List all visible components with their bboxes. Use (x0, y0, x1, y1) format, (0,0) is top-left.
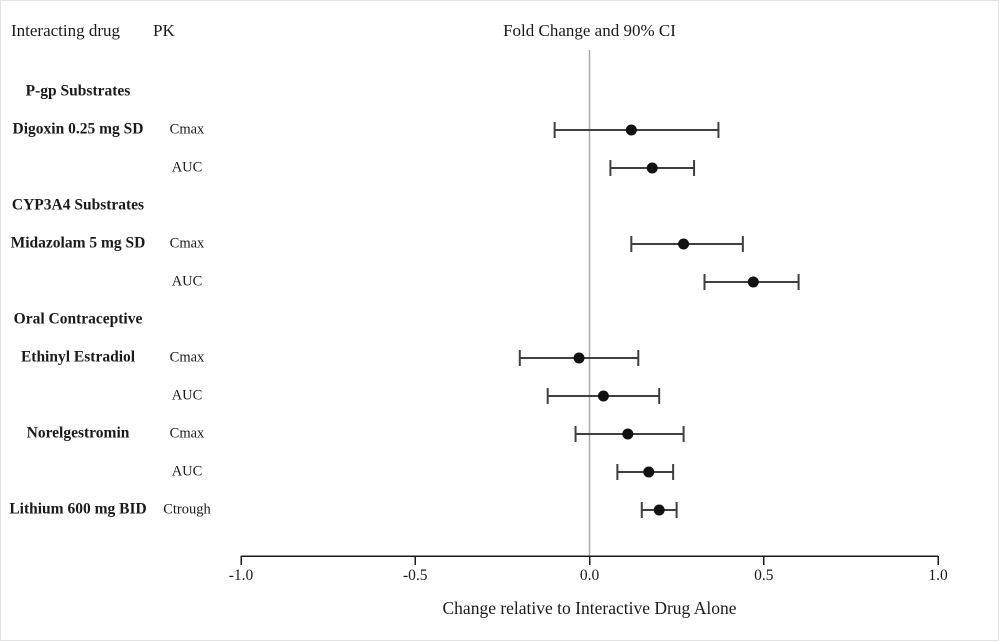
point-estimate-marker (597, 390, 609, 402)
point-estimate-marker (646, 162, 658, 174)
pk-parameter-label: Cmax (170, 121, 205, 137)
drug-label: Norelgestromin (27, 425, 130, 442)
pk-parameter-label: AUC (172, 463, 203, 479)
drug-label: Midazolam 5 mg SD (11, 235, 146, 252)
drug-label: Ethinyl Estradiol (21, 349, 136, 366)
drug-label: Lithium 600 mg BID (9, 501, 146, 518)
drug-label: Digoxin 0.25 mg SD (13, 121, 144, 138)
point-estimate-marker (622, 428, 634, 440)
x-axis-tick-label: 0.0 (580, 567, 600, 584)
x-axis-tick-label: 1.0 (928, 567, 948, 584)
pk-parameter-label: AUC (172, 273, 203, 289)
point-estimate-marker (573, 352, 585, 364)
column-header-interacting-drug: Interacting drug (11, 21, 121, 40)
point-estimate-marker (625, 124, 637, 136)
group-label: Oral Contraceptive (14, 311, 143, 328)
pk-parameter-label: AUC (172, 159, 203, 175)
x-axis-tick-label: 0.5 (754, 567, 774, 584)
point-estimate-marker (678, 238, 690, 250)
point-estimate-marker (653, 504, 665, 516)
chart-title: Fold Change and 90% CI (503, 21, 676, 40)
x-axis-title: Change relative to Interactive Drug Alon… (442, 598, 737, 618)
pk-parameter-label: Ctrough (163, 501, 211, 517)
point-estimate-marker (643, 466, 655, 478)
pk-parameter-label: AUC (172, 387, 203, 403)
pk-parameter-label: Cmax (170, 235, 205, 251)
group-label: P-gp Substrates (26, 83, 131, 100)
x-axis-tick-label: -0.5 (403, 567, 428, 584)
column-header-pk: PK (153, 21, 175, 40)
pk-parameter-label: Cmax (170, 425, 205, 441)
pk-parameter-label: Cmax (170, 349, 205, 365)
x-axis-tick-label: -1.0 (229, 567, 254, 584)
group-label: CYP3A4 Substrates (12, 197, 144, 214)
point-estimate-marker (747, 276, 759, 288)
